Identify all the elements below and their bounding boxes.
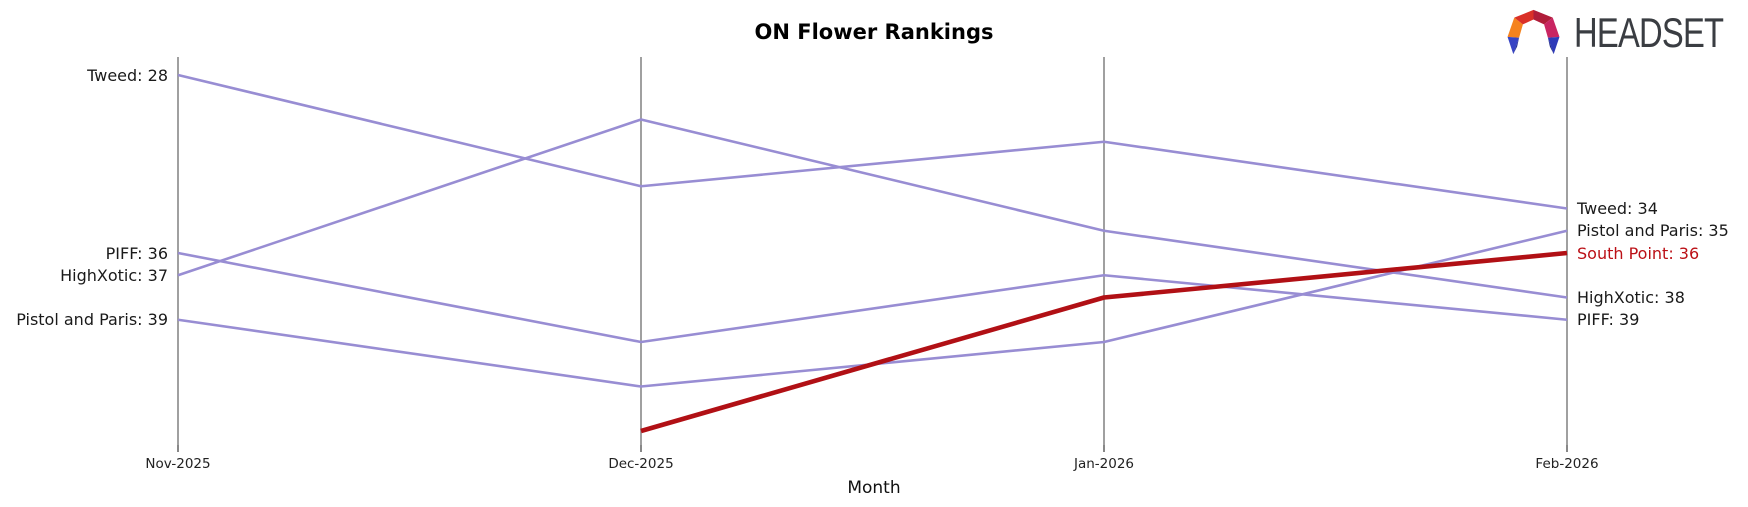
series-line-highxotic xyxy=(177,118,1568,299)
series-label-left-tweed: Tweed: 28 xyxy=(87,65,168,85)
chart-title: ON Flower Rankings xyxy=(754,20,994,44)
series-label-right-south-point: South Point: 36 xyxy=(1577,243,1700,263)
x-tick-label-jan-2026: Jan-2026 xyxy=(1073,456,1135,472)
series-label-right-pistol-and-paris: Pistol and Paris: 35 xyxy=(1577,221,1729,241)
series-label-right-piff: PIFF: 39 xyxy=(1577,310,1640,330)
series-label-right-tweed: Tweed: 34 xyxy=(1577,199,1658,218)
series-label-left-piff: PIFF: 36 xyxy=(105,243,168,263)
series-label-left-highxotic: HighXotic: 37 xyxy=(60,265,168,285)
series-label-right-highxotic: HighXotic: 38 xyxy=(1577,288,1685,307)
x-axis-title: Month xyxy=(847,478,901,498)
x-tick-label-dec-2025: Dec-2025 xyxy=(608,456,674,472)
headset-logo-icon xyxy=(1507,9,1560,55)
series-line-tweed xyxy=(177,73,1568,210)
series-line-south-point xyxy=(640,250,1568,434)
headset-logo-text: HEADSET xyxy=(1574,9,1724,56)
x-tick-label-feb-2026: Feb-2026 xyxy=(1535,456,1599,472)
series-label-left-pistol-and-paris: Pistol and Paris: 39 xyxy=(16,310,168,330)
x-tick-label-nov-2025: Nov-2025 xyxy=(145,456,211,472)
series-line-piff xyxy=(177,251,1568,344)
headset-logo: HEADSET xyxy=(1502,7,1748,59)
